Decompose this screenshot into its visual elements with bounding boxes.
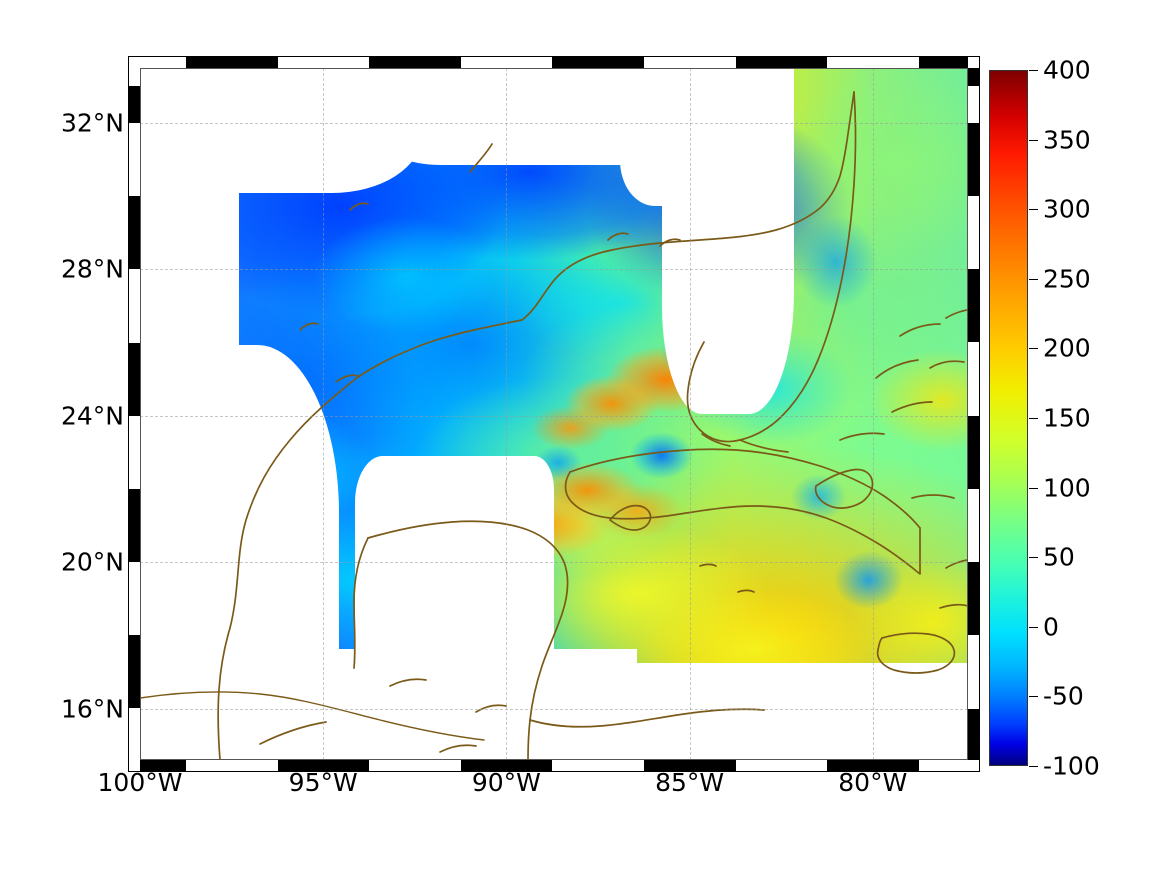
colorbar-tick <box>1029 557 1038 559</box>
map-axes[interactable] <box>128 56 980 772</box>
frame-segment-bottom <box>644 760 736 772</box>
frame-segment-bottom <box>277 760 370 772</box>
xtick-label-95w: 95°W <box>288 768 358 797</box>
gridline-lon-95 <box>323 68 325 760</box>
map-plot-area <box>140 68 968 760</box>
gridline-lat-32 <box>140 122 968 125</box>
ytick-label-20n: 20°N <box>60 547 124 577</box>
frame-segment-right <box>968 708 980 760</box>
gridline-lat-28 <box>140 269 968 271</box>
gridline-lon-80 <box>872 68 875 760</box>
frame-segment-top <box>460 56 553 68</box>
colorbar-tick <box>1029 209 1038 211</box>
frame-segment-left <box>128 122 140 197</box>
colorbar-label-200: 200 <box>1043 333 1091 363</box>
colorbar-tick <box>1029 696 1038 698</box>
colorbar-label-50: 50 <box>1043 542 1075 572</box>
frame-segment-right <box>968 86 980 123</box>
coastline-overlay <box>140 91 968 760</box>
frame-segment-right <box>968 269 980 343</box>
ytick-label-28n: 28°N <box>60 254 124 284</box>
frame-segment-left <box>128 488 140 563</box>
gridline-lat-16 <box>140 708 968 711</box>
frame-segment-top <box>735 56 828 68</box>
frame-segment-left <box>128 68 140 87</box>
frame-segment-bottom <box>460 760 553 772</box>
frame-segment-top <box>186 56 278 68</box>
ytick-label-32n: 32°N <box>60 108 124 138</box>
colorbar-label-neg50: -50 <box>1043 681 1084 711</box>
gridline-lat-24 <box>140 415 968 418</box>
frame-segment-bottom <box>186 760 278 772</box>
frame-segment-bottom <box>918 760 968 772</box>
frame-segment-top <box>644 56 736 68</box>
frame-segment-left <box>128 635 140 709</box>
frame-segment-bottom <box>369 760 461 772</box>
frame-segment-right <box>968 68 980 87</box>
gridline-lat-20 <box>140 562 968 564</box>
frame-segment-top <box>369 56 461 68</box>
frame-segment-top <box>827 56 919 68</box>
frame-segment-left <box>128 342 140 416</box>
frame-segment-left <box>128 708 140 760</box>
frame-segment-right <box>968 122 980 197</box>
frame-segment-right <box>968 635 980 709</box>
colorbar-tick <box>1029 418 1038 419</box>
colorbar[interactable] <box>989 70 1028 766</box>
land-mask-texas-north <box>206 68 422 193</box>
colorbar-tick <box>1029 139 1038 141</box>
frame-segment-bottom <box>140 760 186 772</box>
colorbar-tick <box>1029 766 1038 767</box>
colorbar-tick <box>1029 348 1038 350</box>
colorbar-label-300: 300 <box>1043 194 1091 224</box>
frame-segment-left <box>128 86 140 123</box>
colorbar-label-neg100: -100 <box>1043 751 1100 781</box>
gridline-lon-85 <box>689 68 692 760</box>
frame-segment-bottom <box>827 760 919 772</box>
ytick-label-24n: 24°N <box>60 401 124 431</box>
frame-segment-left <box>128 415 140 489</box>
ytick-label-16n: 16°N <box>60 694 124 724</box>
colorbar-tick <box>1029 278 1038 280</box>
xtick-label-100w: 100°W <box>97 768 183 797</box>
colorbar-label-0: 0 <box>1043 612 1059 642</box>
land-mask-florida-panhandle <box>620 68 737 207</box>
frame-segment-right <box>968 342 980 416</box>
colorbar-tick <box>1029 487 1038 489</box>
colorbar-tick <box>1029 626 1038 628</box>
colorbar-label-250: 250 <box>1043 264 1091 294</box>
colorbar-label-400: 400 <box>1043 55 1091 85</box>
frame-segment-left <box>128 269 140 343</box>
frame-segment-left <box>128 196 140 270</box>
nodata-mask-south <box>504 663 968 760</box>
frame-segment-top <box>552 56 644 68</box>
frame-segment-bottom <box>735 760 828 772</box>
colorbar-label-350: 350 <box>1043 125 1091 155</box>
frame-segment-right <box>968 196 980 270</box>
frame-segment-top <box>918 56 968 68</box>
xtick-label-90w: 90°W <box>471 768 541 797</box>
frame-segment-left <box>128 562 140 636</box>
frame-segment-bottom <box>552 760 644 772</box>
frame-segment-top <box>277 56 370 68</box>
frame-segment-right <box>968 488 980 563</box>
xtick-label-85w: 85°W <box>655 768 725 797</box>
colorbar-tick <box>1029 70 1038 71</box>
colorbar-label-100: 100 <box>1043 473 1091 503</box>
gridline-lon-90 <box>506 68 508 760</box>
frame-segment-right <box>968 562 980 636</box>
frame-segment-right <box>968 415 980 489</box>
xtick-label-80w: 80°W <box>838 768 908 797</box>
colorbar-label-150: 150 <box>1043 403 1091 433</box>
frame-segment-top <box>140 56 186 68</box>
